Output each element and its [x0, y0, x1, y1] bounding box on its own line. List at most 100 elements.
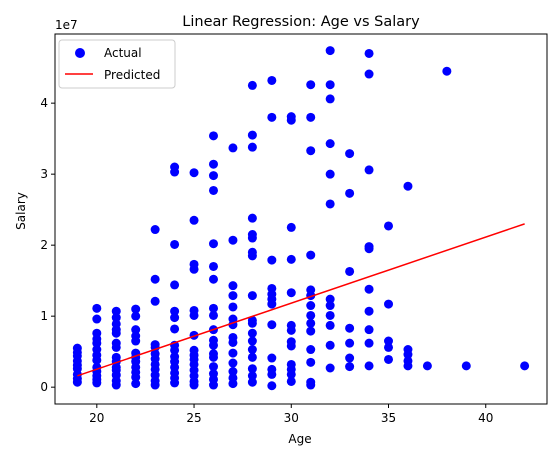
y-tick-label: 0 — [40, 380, 48, 394]
actual-point — [364, 361, 374, 371]
actual-point — [306, 146, 316, 156]
actual-point — [286, 222, 296, 232]
actual-point — [403, 350, 413, 360]
actual-point — [189, 380, 199, 390]
actual-point — [345, 338, 355, 348]
y-tick-label: 3 — [40, 167, 48, 181]
actual-point — [325, 46, 335, 56]
actual-point — [306, 112, 316, 122]
predicted-line-layer — [77, 223, 525, 377]
actual-point — [208, 185, 218, 195]
y-axis-label: Salary — [14, 192, 28, 230]
actual-point — [189, 215, 199, 225]
actual-point — [286, 376, 296, 386]
actual-point — [442, 66, 452, 76]
actual-point — [131, 372, 141, 382]
actual-point — [170, 345, 180, 355]
actual-point — [208, 159, 218, 169]
actual-point — [267, 320, 277, 330]
actual-point — [170, 313, 180, 323]
actual-point — [247, 336, 257, 346]
actual-point — [247, 142, 257, 152]
actual-point — [150, 225, 160, 235]
actual-point — [247, 233, 257, 243]
actual-point — [247, 80, 257, 90]
actual-point — [189, 264, 199, 274]
actual-point — [92, 303, 102, 313]
actual-point — [325, 320, 335, 330]
actual-point — [364, 244, 374, 254]
actual-point — [228, 281, 238, 291]
actual-point — [520, 361, 530, 371]
actual-point — [325, 340, 335, 350]
actual-point — [247, 371, 257, 381]
actual-point — [247, 345, 257, 355]
actual-point — [228, 143, 238, 153]
actual-point — [170, 167, 180, 177]
y-axis: 0 1 2 3 4 — [40, 96, 55, 394]
actual-point — [170, 306, 180, 316]
actual-point — [189, 310, 199, 320]
actual-point — [111, 380, 121, 390]
actual-point — [208, 274, 218, 284]
actual-point — [306, 326, 316, 336]
actual-point — [345, 362, 355, 372]
actual-point — [208, 131, 218, 141]
actual-point — [208, 239, 218, 249]
actual-point — [267, 353, 277, 363]
actual-point — [208, 380, 218, 390]
legend-actual-label: Actual — [104, 46, 142, 60]
x-tick-label: 40 — [478, 411, 493, 425]
x-tick-label: 30 — [284, 411, 299, 425]
actual-point — [345, 266, 355, 276]
actual-point — [461, 361, 471, 371]
actual-point — [306, 310, 316, 320]
actual-point — [306, 318, 316, 328]
actual-point — [364, 284, 374, 294]
actual-point — [286, 254, 296, 264]
actual-point — [92, 338, 102, 348]
actual-point — [170, 239, 180, 249]
actual-points — [72, 46, 530, 391]
actual-point — [247, 328, 257, 338]
actual-point — [72, 377, 82, 387]
actual-point — [208, 340, 218, 350]
actual-point — [286, 115, 296, 125]
actual-point — [384, 354, 394, 364]
actual-point — [247, 364, 257, 374]
actual-point — [208, 352, 218, 362]
actual-point — [384, 221, 394, 231]
actual-point — [92, 378, 102, 388]
actual-point — [325, 363, 335, 373]
actual-point — [345, 353, 355, 363]
actual-point — [345, 188, 355, 198]
plot-background — [55, 34, 547, 404]
actual-point — [286, 325, 296, 335]
actual-point — [247, 377, 257, 387]
actual-point — [228, 367, 238, 377]
x-tick-label: 35 — [381, 411, 396, 425]
actual-point — [306, 250, 316, 260]
legend-frame — [58, 39, 176, 89]
x-axis: 20 25 30 35 40 — [89, 404, 493, 425]
chart-title: Linear Regression: Age vs Salary — [182, 14, 420, 30]
actual-point — [247, 213, 257, 223]
actual-point — [422, 361, 432, 371]
actual-point — [306, 380, 316, 390]
actual-point — [228, 379, 238, 389]
actual-point — [286, 341, 296, 351]
actual-point — [208, 261, 218, 271]
y-tick-label: 4 — [40, 96, 48, 110]
actual-point — [208, 171, 218, 181]
actual-point — [325, 169, 335, 179]
y-offset-label: 1e7 — [55, 18, 78, 32]
actual-point — [364, 69, 374, 79]
actual-point — [267, 299, 277, 309]
actual-point — [345, 149, 355, 159]
actual-point — [364, 338, 374, 348]
actual-point — [170, 324, 180, 334]
actual-point — [111, 328, 121, 338]
actual-point — [364, 325, 374, 335]
actual-point — [150, 380, 160, 390]
actual-point — [208, 362, 218, 372]
